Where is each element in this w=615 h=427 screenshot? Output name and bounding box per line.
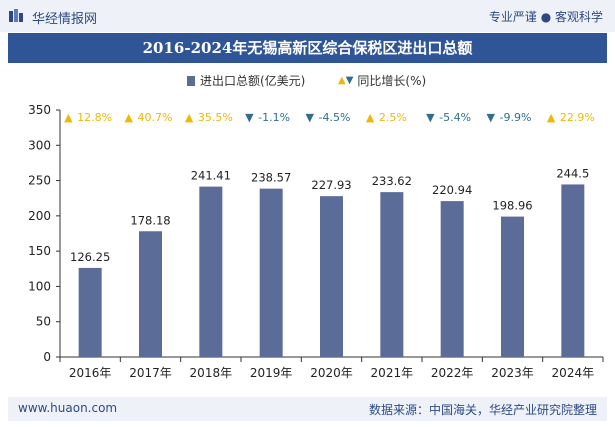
growth-label: 12.8% — [77, 111, 112, 124]
x-tick-label: 2018年 — [190, 366, 233, 380]
legend-label-growth: 同比增长(%) — [357, 74, 427, 88]
bar — [199, 186, 223, 357]
top-bar: 华经情报网 专业严谨 ● 客观科学 — [0, 0, 615, 32]
growth-down-icon: ▼ — [426, 111, 435, 124]
legend-item-total: 进出口总额(亿美元) — [187, 72, 305, 89]
bar — [320, 196, 343, 357]
y-tick-label: 350 — [28, 103, 51, 117]
y-tick-label: 150 — [28, 244, 51, 258]
bar-value-label: 178.18 — [130, 213, 170, 227]
triangle-up-icon: ▲ — [338, 75, 346, 86]
y-tick-label: 50 — [36, 315, 51, 329]
bar-value-label: 198.96 — [492, 199, 532, 213]
y-tick-label: 300 — [28, 138, 51, 152]
growth-label: -1.1% — [258, 111, 290, 124]
legend-label-total: 进出口总额(亿美元) — [200, 74, 306, 88]
x-tick-label: 2016年 — [69, 366, 112, 380]
website-link[interactable]: www.huaon.com — [18, 401, 118, 415]
brand-name: 华经情报网 — [32, 12, 98, 27]
bar — [440, 201, 464, 357]
growth-up-icon: ▲ — [64, 111, 73, 124]
legend: 进出口总额(亿美元) ▲ ▼ 同比增长(%) — [0, 72, 615, 90]
bar-value-label: 241.41 — [191, 169, 231, 183]
growth-down-icon: ▼ — [245, 111, 254, 124]
growth-up-icon: ▲ — [185, 111, 194, 124]
triangle-down-icon: ▼ — [345, 75, 354, 86]
growth-label: 22.9% — [560, 111, 595, 124]
bar — [380, 192, 404, 357]
growth-label: 2.5% — [379, 111, 407, 124]
bar — [561, 184, 585, 357]
y-tick-label: 100 — [28, 279, 51, 293]
bar — [259, 188, 283, 357]
bar-value-label: 238.57 — [251, 171, 291, 185]
data-source: 数据来源：中国海关，华经产业研究院整理 — [368, 403, 597, 417]
footer-bar: www.huaon.com 数据来源：中国海关，华经产业研究院整理 — [8, 397, 607, 421]
x-tick-label: 2024年 — [552, 366, 595, 380]
bar-value-label: 227.93 — [311, 178, 351, 192]
y-tick-label: 250 — [28, 174, 51, 188]
x-tick-label: 2021年 — [371, 366, 414, 380]
bar-value-label: 220.94 — [432, 183, 472, 197]
bar — [501, 216, 524, 357]
x-tick-label: 2017年 — [129, 366, 172, 380]
bar-value-label: 244.5 — [556, 166, 589, 180]
x-tick-label: 2020年 — [310, 366, 353, 380]
growth-up-icon: ▲ — [366, 111, 375, 124]
legend-bar-swatch — [187, 75, 195, 86]
growth-label: 40.7% — [138, 111, 173, 124]
bar — [139, 231, 162, 357]
growth-label: -5.4% — [439, 111, 471, 124]
title-bar: 2016-2024年无锡高新区综合保税区进出口总额 — [8, 33, 607, 63]
x-tick-label: 2022年 — [431, 366, 474, 380]
growth-label: -9.9% — [500, 111, 532, 124]
legend-item-growth: ▲ ▼ 同比增长(%) — [338, 72, 426, 89]
bar-value-label: 126.25 — [70, 250, 110, 264]
y-tick-label: 200 — [28, 209, 51, 223]
tagline: 专业严谨 ● 客观科学 — [488, 10, 603, 24]
bar-value-label: 233.62 — [372, 174, 412, 188]
chart-title: 2016-2024年无锡高新区综合保税区进出口总额 — [142, 39, 473, 57]
x-tick-label: 2019年 — [250, 366, 293, 380]
growth-down-icon: ▼ — [487, 111, 496, 124]
growth-up-icon: ▲ — [125, 111, 134, 124]
y-tick-label: 0 — [43, 350, 51, 364]
x-tick-label: 2023年 — [491, 366, 534, 380]
growth-up-icon: ▲ — [547, 111, 556, 124]
bar — [78, 267, 102, 357]
logo-icon — [9, 9, 23, 22]
growth-label: -4.5% — [319, 111, 351, 124]
growth-label: 35.5% — [198, 111, 233, 124]
growth-down-icon: ▼ — [306, 111, 315, 124]
